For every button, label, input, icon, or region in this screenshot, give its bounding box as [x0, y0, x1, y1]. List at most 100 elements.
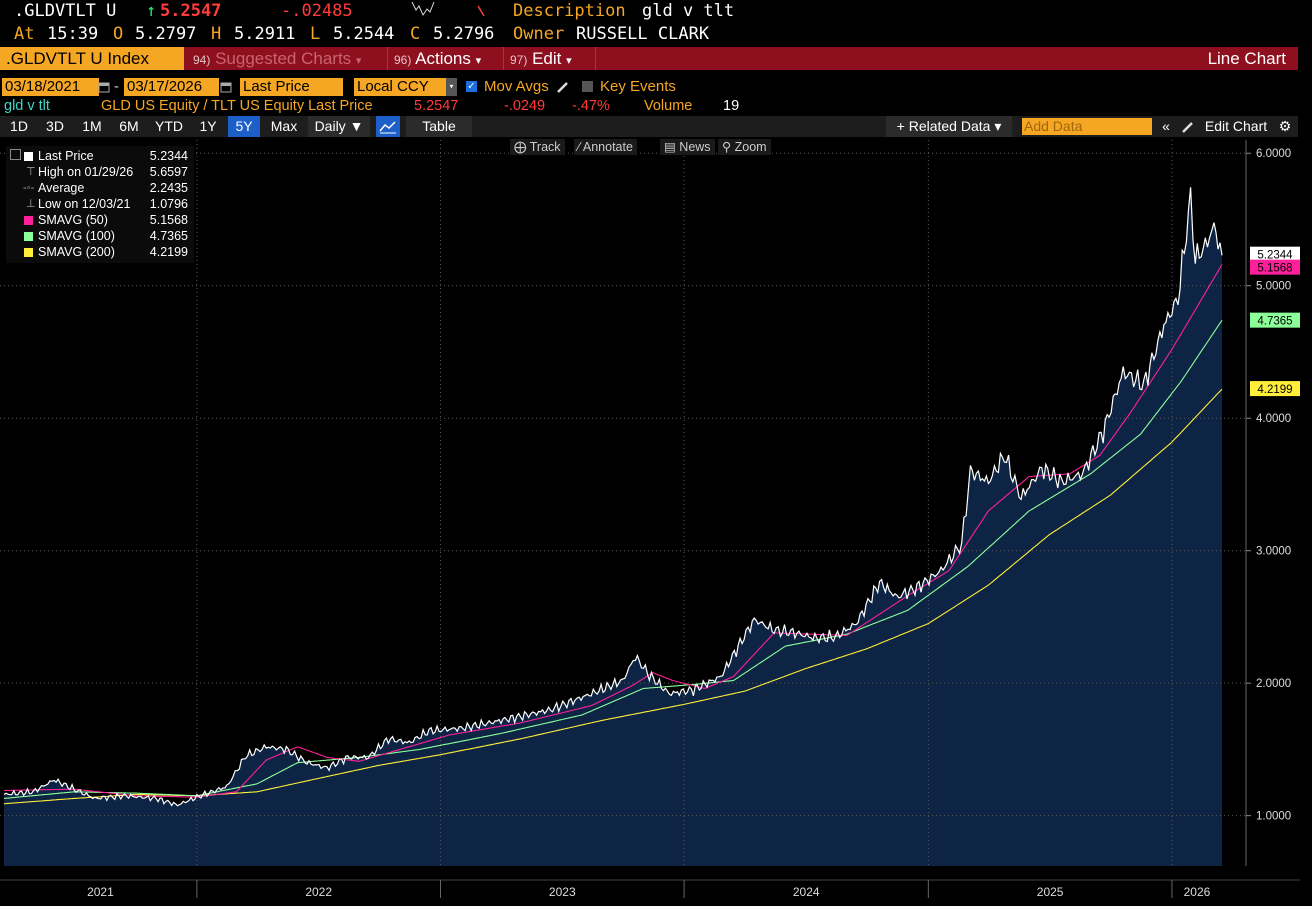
currency-dropdown-icon[interactable]: ▾ [446, 78, 457, 96]
currency-selector[interactable]: Local CCY [354, 78, 449, 96]
suggested-num: 94) [193, 53, 211, 67]
legend-value: 2.2435 [149, 181, 188, 195]
suggested-charts-menu[interactable]: 94) Suggested Charts ▾ [187, 47, 389, 70]
range-ytd[interactable]: YTD [155, 118, 183, 134]
open-value: 5.2797 [135, 24, 197, 44]
chart-type-label[interactable]: Line Chart [1207, 49, 1286, 68]
range-max[interactable]: Max [270, 118, 298, 134]
track-label: Track [529, 140, 561, 154]
edit-menu[interactable]: 97) Edit ▾ [503, 47, 596, 70]
legend-name: Low on 12/03/21 [38, 197, 131, 211]
table-button[interactable]: Table [406, 116, 472, 137]
legend-row[interactable]: -◦- Average 2.2435 [10, 180, 190, 196]
last-price-line [3, 187, 1223, 807]
end-date-field[interactable]: 03/17/2026 [124, 78, 219, 96]
range-1m[interactable]: 1M [82, 118, 102, 134]
suggested-label: Suggested Charts [215, 49, 352, 68]
legend-row[interactable]: ⊤ High on 01/29/26 5.6597 [10, 164, 190, 180]
edit-num: 97) [510, 53, 528, 67]
value-tag [1250, 246, 1300, 262]
value-tag-label: 4.2199 [1257, 384, 1292, 396]
start-date-field[interactable]: 03/18/2021 [2, 78, 99, 96]
pencil-icon[interactable] [556, 80, 570, 94]
value-tag [1250, 259, 1300, 275]
range-5y[interactable]: 5Y [228, 116, 260, 137]
legend-swatch [24, 232, 33, 241]
add-data-input[interactable]: Add Data [1024, 118, 1083, 134]
edit-chart-button[interactable]: Edit Chart [1204, 118, 1268, 134]
x-tick-label: 2026 [1184, 885, 1211, 899]
annotate-tool[interactable]: ⁄ Annotate [574, 139, 637, 155]
track-tool[interactable]: ⨁ Track [510, 139, 565, 155]
dropdown-caret-icon: ▾ [355, 55, 362, 67]
legend-row[interactable]: Last Price 5.2344 [10, 148, 190, 164]
series-name: gld v tlt [4, 98, 50, 114]
actions-label: Actions [415, 49, 471, 68]
legend-value: 5.6597 [149, 165, 188, 179]
zoom-label: Zoom [734, 140, 767, 154]
calendar-icon[interactable] [98, 81, 110, 93]
description-label: Description [513, 1, 626, 21]
legend-swatch [24, 216, 33, 225]
key-events-label[interactable]: Key Events [600, 78, 676, 95]
legend-row[interactable]: ⊥ Low on 12/03/21 1.0796 [10, 196, 190, 212]
x-tick-label: 2025 [1037, 885, 1064, 899]
range-6m[interactable]: 6M [119, 118, 139, 134]
y-tick-label: 1.0000 [1256, 811, 1291, 823]
actions-menu[interactable]: 96) Actions ▾ [387, 47, 506, 70]
actions-num: 96) [394, 53, 412, 67]
legend-value: 5.1568 [149, 213, 188, 227]
crosshair-icon: ⨁ [514, 140, 527, 154]
key-events-checkbox[interactable] [582, 81, 593, 92]
owner-value: RUSSELL CLARK [576, 24, 710, 44]
mov-avgs-label[interactable]: Mov Avgs [484, 78, 549, 95]
x-tick-label: 2024 [793, 885, 820, 899]
legend-row[interactable]: SMAVG (50) 5.1568 [10, 212, 190, 228]
edit-chart-pencil-icon[interactable] [1180, 116, 1196, 137]
calendar-icon[interactable] [220, 81, 232, 93]
range-1y[interactable]: 1Y [199, 118, 217, 134]
legend-value: 4.7365 [149, 229, 188, 243]
dropdown-caret-icon: ▾ [475, 55, 482, 67]
range-3d[interactable]: 3D [46, 118, 64, 134]
line-chart-icon[interactable] [376, 116, 400, 137]
low-marker-icon: ⊥ [26, 198, 36, 210]
collapse-icon[interactable]: « [1162, 118, 1170, 134]
frequency-selector[interactable]: Daily ▼ [308, 116, 370, 137]
value-tag [1250, 381, 1300, 397]
field-selector[interactable]: Last Price [240, 78, 343, 96]
series-pct-change: -.47% [572, 98, 610, 114]
owner-label: Owner [513, 24, 565, 44]
chart-toolbar: 1D 3D 1M 6M YTD 1Y 5Y Max Daily ▼ Table … [0, 116, 1298, 137]
x-tick-label: 2023 [549, 885, 576, 899]
high-marker-icon: ⊤ [26, 166, 36, 178]
last-price: 5.2547 [160, 1, 222, 21]
dropdown-caret-icon: ▾ [566, 55, 572, 67]
zoom-tool[interactable]: ⚲ Zoom [718, 139, 771, 155]
news-tool[interactable]: ▤ News [660, 139, 715, 155]
zoom-icon: ⚲ [722, 140, 732, 154]
mov-avgs-checkbox[interactable]: ✓ [466, 81, 477, 92]
related-data-menu[interactable]: + Related Data ▾ [886, 116, 1012, 137]
sparkline-icon [411, 1, 435, 17]
volume-value: 19 [723, 98, 740, 114]
close-value: 5.2796 [433, 24, 495, 44]
time-value: 15:39 [47, 24, 99, 44]
legend-collapse-icon[interactable] [10, 149, 21, 160]
x-tick-label: 2022 [305, 885, 332, 899]
security-field[interactable]: .GLDVTLT U Index [0, 47, 184, 70]
legend-row[interactable]: SMAVG (100) 4.7365 [10, 228, 190, 244]
range-1d[interactable]: 1D [10, 118, 28, 134]
y-tick-label: 4.0000 [1256, 413, 1291, 425]
legend-name: Last Price [38, 149, 94, 163]
settings-gear-icon[interactable]: ⚙ [1278, 118, 1292, 134]
ticker: .GLDVTLT U [14, 1, 117, 21]
x-tick-label: 2021 [87, 885, 114, 899]
price-area-fill [4, 187, 1222, 867]
annotate-label: Annotate [582, 140, 633, 154]
legend-row[interactable]: SMAVG (200) 4.2199 [10, 244, 190, 260]
series-description: GLD US Equity / TLT US Equity Last Price [101, 98, 373, 114]
legend-value: 4.2199 [149, 245, 188, 259]
up-arrow-icon: ↑ [146, 1, 157, 21]
